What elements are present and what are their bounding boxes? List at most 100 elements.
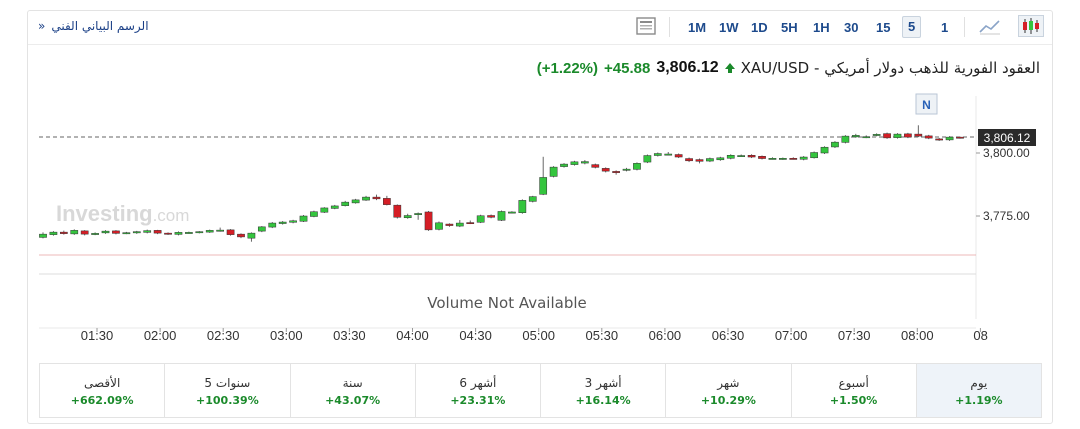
candle-body xyxy=(299,215,308,222)
candle xyxy=(612,170,620,175)
performance-cell[interactable]: سنة +43.07% xyxy=(289,364,415,417)
candle xyxy=(591,163,600,169)
candle xyxy=(226,229,235,236)
candle xyxy=(310,210,318,218)
performance-period: 6 أشهر xyxy=(459,376,497,390)
candle xyxy=(80,230,89,236)
candle xyxy=(341,200,350,207)
x-tick-label: 03:30 xyxy=(333,328,366,343)
performance-value: +43.07% xyxy=(325,394,381,407)
candle xyxy=(101,230,110,234)
timeframe-1[interactable]: 1 xyxy=(941,20,949,35)
timeframe-5H[interactable]: 5H xyxy=(781,20,798,35)
candle-body xyxy=(497,211,506,221)
performance-cell[interactable]: 5 سنوات +100.39% xyxy=(164,364,289,417)
candle xyxy=(112,230,120,235)
candle xyxy=(299,214,308,223)
candle-body xyxy=(831,141,839,148)
timeframe-30[interactable]: 30 xyxy=(844,20,859,35)
candle-body xyxy=(726,155,735,159)
candle xyxy=(706,157,714,163)
candle xyxy=(466,220,475,225)
chart-widget: » الرسم البياني الفني 1M 1W 1D 5H 1H 30 1… xyxy=(27,10,1053,424)
timeframe-1M[interactable]: 1M xyxy=(688,20,707,35)
candle-body xyxy=(132,231,141,234)
candle-body xyxy=(435,222,443,230)
candle xyxy=(528,195,537,203)
candle-body xyxy=(633,163,641,170)
technical-chart-link[interactable]: » الرسم البياني الفني xyxy=(38,19,149,33)
candle-body xyxy=(799,156,808,160)
timeframe-1D[interactable]: 1D xyxy=(751,20,768,35)
candle-body xyxy=(643,155,652,163)
x-tick-label: 02:00 xyxy=(144,328,177,343)
area-chart-icon[interactable] xyxy=(977,15,1003,37)
timeframe-15[interactable]: 15 xyxy=(876,20,891,35)
candle-body xyxy=(424,211,433,231)
candle-body xyxy=(612,171,620,173)
candle xyxy=(914,125,923,138)
candle-body xyxy=(779,158,787,160)
candle-body xyxy=(476,215,485,223)
candle xyxy=(39,232,47,239)
candle xyxy=(205,229,214,233)
x-tick-label: 02:30 xyxy=(207,328,240,343)
candle xyxy=(820,146,829,155)
candle xyxy=(653,152,662,157)
performance-cell[interactable]: يوم +1.19% xyxy=(915,364,1041,417)
candle-body xyxy=(164,232,172,235)
candle-body xyxy=(216,229,224,232)
candle-body xyxy=(945,136,954,141)
candle-body xyxy=(904,133,912,138)
candle xyxy=(862,135,871,139)
candle xyxy=(560,163,568,168)
performance-cell[interactable]: شهر +10.29% xyxy=(665,364,790,417)
candle xyxy=(59,230,68,235)
timeframe-1H[interactable]: 1H xyxy=(813,20,830,35)
candle xyxy=(383,195,391,206)
candlestick-icon[interactable] xyxy=(1018,15,1044,37)
candle-body xyxy=(237,233,245,238)
candle-body xyxy=(768,158,777,160)
news-marker[interactable]: N xyxy=(915,93,938,115)
performance-cell[interactable]: 6 أشهر +23.31% xyxy=(414,364,540,417)
volume-not-available: Volume Not Available xyxy=(427,294,587,312)
candle xyxy=(257,226,266,233)
candle xyxy=(153,229,162,235)
candle xyxy=(581,160,589,165)
candle xyxy=(362,195,370,201)
timeframe-5[interactable]: 5 xyxy=(902,16,922,38)
candle-body xyxy=(362,196,370,201)
candle xyxy=(945,136,954,141)
candle-body xyxy=(403,215,412,219)
candle-body xyxy=(893,133,902,138)
candle-body xyxy=(393,204,402,218)
performance-period: أسبوع xyxy=(838,376,869,390)
x-tick-label: 08:00 xyxy=(901,328,934,343)
candle xyxy=(497,210,506,222)
price-chart[interactable]: Investing.com Volume Not Available 3,800… xyxy=(28,11,1052,363)
x-ticks: 01:30 02:00 02:30 03:00 03:30 04:00 04:30 05:00… xyxy=(81,328,988,343)
performance-cell[interactable]: أسبوع +1.50% xyxy=(790,364,916,417)
table-icon[interactable] xyxy=(633,15,659,37)
candle-body xyxy=(153,230,162,234)
performance-cell[interactable]: الأقصى +662.09% xyxy=(40,364,164,417)
candle-body xyxy=(278,221,287,224)
candle xyxy=(403,213,412,219)
candle-body xyxy=(91,233,99,235)
price-change-percent: (+1.22%) xyxy=(536,59,599,77)
timeframe-1W[interactable]: 1W xyxy=(719,20,739,35)
candle xyxy=(810,151,818,159)
candle xyxy=(49,231,58,236)
candle xyxy=(747,154,756,159)
candle xyxy=(70,229,79,235)
candle-body xyxy=(185,232,193,234)
candle-body xyxy=(310,211,318,217)
candle xyxy=(539,156,548,196)
candle-body xyxy=(195,231,204,234)
candle xyxy=(685,157,693,163)
performance-period: الأقصى xyxy=(83,376,121,390)
candle-body xyxy=(695,159,704,162)
performance-cell[interactable]: 3 أشهر +16.14% xyxy=(540,364,665,417)
current-price: 3,806.12 xyxy=(656,59,719,76)
